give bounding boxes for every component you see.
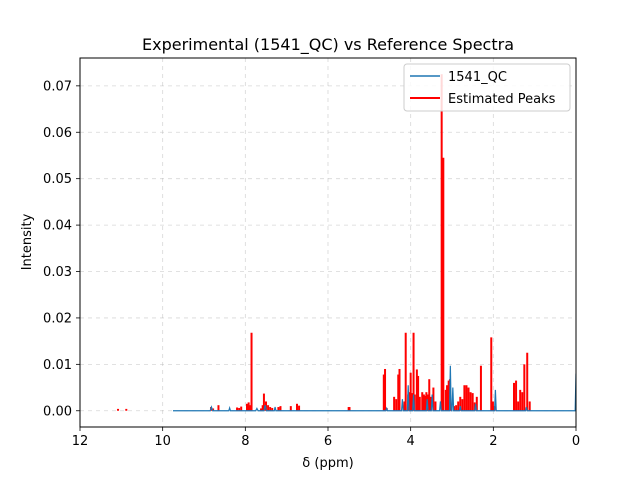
- x-tick-label: 2: [489, 434, 497, 449]
- x-tick-label: 10: [154, 434, 171, 449]
- x-tick-label: 6: [324, 434, 332, 449]
- y-tick-label: 0.00: [43, 404, 72, 419]
- y-tick-label: 0.03: [43, 265, 72, 280]
- y-tick-label: 0.06: [43, 126, 72, 141]
- x-tick-label: 4: [407, 434, 415, 449]
- x-tick-label: 12: [72, 434, 89, 449]
- x-tick-label: 0: [572, 434, 580, 449]
- legend-label-estimated-peaks: Estimated Peaks: [448, 92, 556, 107]
- y-axis-ticks: 0.00 0.01 0.02 0.03 0.04 0.05 0.06 0.07: [43, 79, 80, 419]
- series-layer: [117, 74, 576, 412]
- x-axis-label: δ (ppm): [302, 456, 353, 471]
- series-line-1541-qc: [173, 365, 576, 412]
- chart-title: Experimental (1541_QC) vs Reference Spec…: [142, 35, 514, 55]
- y-tick-label: 0.04: [43, 219, 72, 234]
- x-axis-ticks: 12 10 8 6 4 2 0: [72, 427, 580, 449]
- y-tick-label: 0.01: [43, 358, 72, 373]
- legend: 1541_QC Estimated Peaks: [403, 63, 571, 112]
- y-tick-label: 0.05: [43, 172, 72, 187]
- legend-label-1541-qc: 1541_QC: [448, 70, 507, 85]
- y-axis-label: Intensity: [20, 213, 35, 270]
- y-tick-label: 0.02: [43, 311, 72, 326]
- x-tick-label: 8: [241, 434, 249, 449]
- legend-box: [403, 63, 571, 112]
- y-tick-label: 0.07: [43, 79, 72, 94]
